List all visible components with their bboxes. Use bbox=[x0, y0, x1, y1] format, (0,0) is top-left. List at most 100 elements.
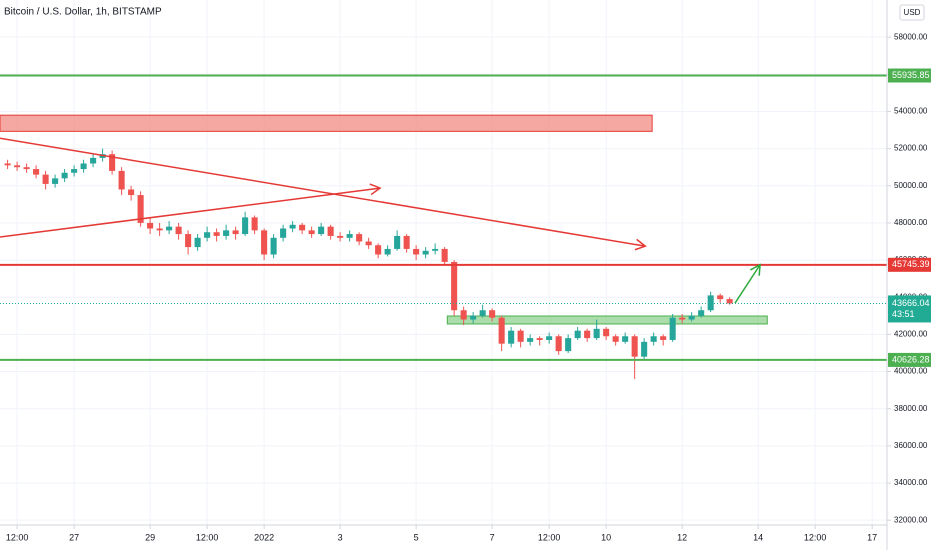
x-tick-label: 12:00 bbox=[804, 532, 827, 542]
candle-body bbox=[489, 310, 496, 318]
x-tick-label: 12 bbox=[677, 532, 687, 542]
candle-body bbox=[603, 328, 610, 337]
price-label: 40626.28 bbox=[892, 354, 930, 364]
axes: 32000.00 34000.00 36000.00 38000.00 40000.00… bbox=[6, 32, 931, 542]
candle-body bbox=[432, 248, 439, 251]
candle-body bbox=[536, 338, 543, 340]
trendline bbox=[0, 187, 381, 238]
arrow-head bbox=[750, 263, 761, 276]
candle-body bbox=[622, 336, 629, 342]
candle-body bbox=[707, 295, 714, 311]
y-tick-label: 52000.00 bbox=[894, 144, 928, 153]
candle-body bbox=[631, 336, 638, 357]
candle-body bbox=[422, 250, 429, 255]
candle-body bbox=[593, 328, 600, 339]
price-label-box bbox=[888, 68, 931, 83]
candle-body bbox=[128, 189, 135, 196]
currency-label: USD bbox=[904, 8, 921, 17]
candle-body bbox=[508, 330, 515, 344]
arrow-head bbox=[369, 183, 382, 196]
grid bbox=[0, 0, 887, 525]
x-tick-label: 3 bbox=[338, 532, 343, 542]
candle-body bbox=[356, 234, 363, 242]
y-tick-label: 42000.00 bbox=[894, 330, 928, 339]
candle-body bbox=[565, 338, 572, 352]
candle-body bbox=[289, 224, 296, 229]
candle-body bbox=[308, 230, 315, 235]
candle-body bbox=[413, 248, 420, 255]
plot bbox=[0, 74, 887, 379]
y-tick-label: 58000.00 bbox=[894, 32, 928, 41]
candle-body bbox=[584, 330, 591, 339]
candle-body bbox=[33, 169, 40, 175]
candle-body bbox=[147, 222, 154, 229]
x-tick-label: 17 bbox=[867, 532, 877, 542]
candle-body bbox=[109, 154, 116, 171]
price-label-box bbox=[888, 352, 931, 367]
y-tick-label: 36000.00 bbox=[894, 441, 928, 450]
arrow-head bbox=[634, 238, 647, 251]
candle-body bbox=[42, 174, 49, 184]
candle-body bbox=[660, 336, 667, 340]
x-tick-label: 7 bbox=[490, 532, 495, 542]
candle-body bbox=[280, 228, 287, 238]
x-tick-label: 5 bbox=[414, 532, 419, 542]
candle-body bbox=[470, 315, 477, 320]
candle-body bbox=[251, 217, 258, 231]
y-tick-label: 54000.00 bbox=[894, 107, 928, 116]
candle-body bbox=[365, 241, 372, 246]
candle-body bbox=[185, 234, 192, 248]
candle-body bbox=[698, 310, 705, 316]
candle-body bbox=[669, 317, 676, 340]
currency-badge[interactable] bbox=[899, 4, 925, 21]
candle-body bbox=[403, 235, 410, 249]
candle-body bbox=[61, 172, 68, 179]
x-tick-label: 12:00 bbox=[6, 532, 29, 542]
candle-body bbox=[384, 248, 391, 255]
candle-body bbox=[175, 226, 182, 235]
x-tick-label: 14 bbox=[753, 532, 763, 542]
x-tick-label: 29 bbox=[145, 532, 155, 542]
candle-body bbox=[261, 230, 268, 255]
candle-body bbox=[4, 163, 11, 166]
candle-body bbox=[726, 299, 733, 304]
trendline bbox=[0, 137, 646, 247]
zone bbox=[0, 114, 653, 132]
y-tick-label: 50000.00 bbox=[894, 181, 928, 190]
candle-body bbox=[517, 330, 524, 342]
zone bbox=[446, 315, 768, 325]
candle-body bbox=[80, 163, 87, 170]
candle-body bbox=[14, 165, 21, 168]
candle-body bbox=[555, 336, 562, 352]
candle-body bbox=[527, 338, 534, 342]
x-tick-label: 27 bbox=[69, 532, 79, 542]
trendline bbox=[734, 264, 761, 304]
x-tick-label: 12:00 bbox=[538, 532, 561, 542]
y-tick-label: 34000.00 bbox=[894, 478, 928, 487]
candle-body bbox=[375, 245, 382, 255]
candle-body bbox=[90, 157, 97, 164]
x-tick-label: 2022 bbox=[254, 532, 274, 542]
countdown-label: 43:51 bbox=[892, 309, 915, 319]
candle-body bbox=[318, 226, 325, 235]
candle-body bbox=[137, 195, 144, 223]
candle-body bbox=[204, 232, 211, 238]
y-tick-label: 48000.00 bbox=[894, 218, 928, 227]
candle-body bbox=[650, 336, 657, 342]
candle-body bbox=[574, 330, 581, 339]
candle-body bbox=[223, 230, 230, 236]
y-tick-label: 32000.00 bbox=[894, 515, 928, 524]
candle-body bbox=[52, 178, 59, 184]
candle-body bbox=[166, 226, 173, 231]
candle-body bbox=[546, 336, 553, 340]
candle-body bbox=[299, 224, 306, 231]
price-label-box bbox=[888, 257, 931, 272]
candle-body bbox=[23, 167, 30, 170]
candle-body bbox=[460, 310, 467, 320]
candle-body bbox=[232, 230, 239, 235]
price-label: 45745.39 bbox=[892, 259, 930, 269]
candle-body bbox=[441, 248, 448, 262]
candle-body bbox=[118, 170, 125, 190]
